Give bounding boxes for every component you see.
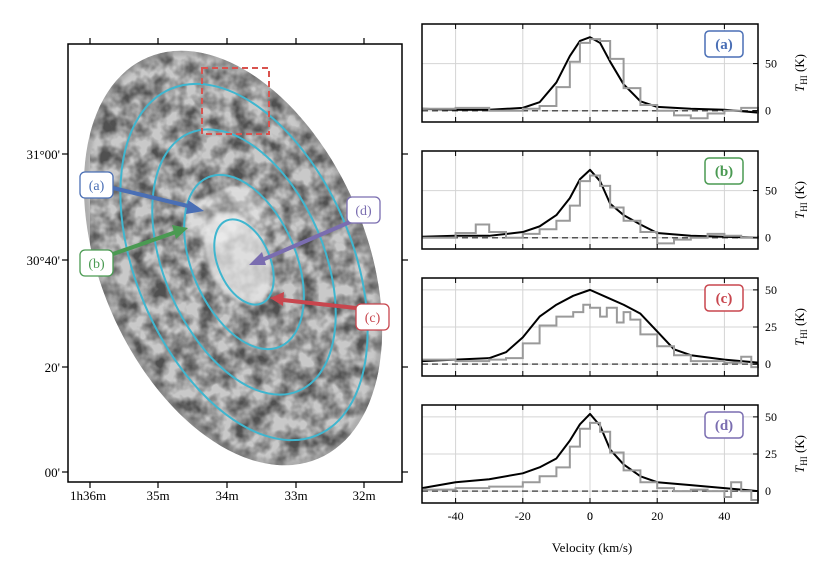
panel-label-box: [704, 157, 744, 185]
callout-label-b: (b): [88, 257, 105, 272]
map-xtick-label: 33m: [284, 488, 307, 503]
map-xtick-label: 34m: [215, 488, 238, 503]
panel-label-box: [704, 284, 744, 312]
xtick-label: -20: [515, 509, 531, 523]
radial-ellipses: [119, 82, 369, 442]
ellipse-ring-3: [151, 128, 337, 396]
series-smoothed: [421, 36, 759, 114]
callout-label-a: (a): [89, 179, 105, 194]
ytick-label: 50: [765, 57, 777, 71]
ellipse-ring-4: [119, 82, 369, 442]
arrow-a: [112, 186, 193, 209]
ellipse-ring-1: [213, 218, 275, 306]
callout-label-c: (c): [365, 311, 381, 326]
arrow-c: [282, 298, 357, 310]
map-ticks: [62, 38, 408, 488]
spectrum-panel: 0 25 50 THI (K) (c): [421, 277, 809, 377]
map-panel: 1h36m 35m 34m 33m 32m 31°00' 30°40' 20' …: [26, 38, 408, 503]
map-xtick-label: 35m: [146, 488, 169, 503]
ytick-label: 25: [765, 447, 777, 461]
panel-label: (a): [715, 37, 733, 53]
panel-label: (b): [715, 164, 733, 180]
ytick-label: 50: [765, 410, 777, 424]
map-ytick-label: 30°40': [26, 253, 60, 268]
arrowhead-b: [172, 225, 188, 239]
ylabel: THI (K): [792, 435, 809, 473]
ytick-label: 50: [765, 184, 777, 198]
map-xtick-label: 32m: [352, 488, 375, 503]
ytick-label: 0: [765, 484, 771, 498]
ylabel: THI (K): [792, 308, 809, 346]
arrowhead-c: [270, 292, 284, 306]
series-smoothed: [421, 412, 759, 493]
spectrum-panel: 0 50 THI (K) (b): [421, 150, 809, 250]
panel-label-box: [704, 411, 744, 439]
velocity-axis-label: Velocity (km/s): [552, 540, 633, 555]
map-xtick-label: 1h36m: [70, 488, 106, 503]
arrow-b: [112, 230, 177, 256]
series-profile: [422, 421, 759, 502]
region-box: [201, 67, 270, 135]
xtick-label: -40: [448, 509, 464, 523]
series-profile: [422, 303, 759, 369]
xtick-label: 20: [651, 509, 663, 523]
arrow-d: [261, 220, 351, 262]
callout-a: (a): [79, 171, 114, 199]
panel-label-box: [704, 30, 744, 58]
ytick-label: 0: [765, 357, 771, 371]
arrowhead-a: [186, 200, 204, 214]
callout-arrows: [112, 186, 357, 310]
map-ytick-label: 20': [45, 360, 60, 375]
panel-label: (c): [716, 291, 733, 307]
ytick-label: 0: [765, 104, 771, 118]
callout-b: (b): [79, 249, 114, 277]
ytick-label: 25: [765, 320, 777, 334]
series-profile: [422, 174, 759, 245]
spectrum-panel: 0 50 THI (K) (a): [421, 23, 809, 123]
map-ytick-label: 31°00': [26, 147, 60, 162]
ylabel: THI (K): [792, 54, 809, 92]
xtick-label: 40: [718, 509, 730, 523]
ytick-label: 0: [765, 231, 771, 245]
callout-c: (c): [355, 303, 390, 331]
xtick-label: 0: [587, 509, 593, 523]
series-profile: [422, 38, 759, 120]
callout-d: (d): [346, 196, 381, 224]
series-smoothed: [421, 168, 759, 239]
ytick-label: 50: [765, 283, 777, 297]
arrowhead-d: [249, 252, 266, 265]
spectra-panels: 0 50 THI (K) (a) 0 50 THI (K) (b) 0 25 50 THI (K) (c…: [421, 23, 809, 523]
series-smoothed: [421, 288, 759, 364]
callout-label-d: (d): [355, 204, 372, 219]
xtick-label: 0: [587, 509, 593, 523]
ylabel: THI (K): [792, 181, 809, 219]
panel-label: (d): [715, 418, 733, 434]
ellipse-ring-2: [183, 173, 305, 351]
map-ytick-label: 00': [45, 465, 60, 480]
